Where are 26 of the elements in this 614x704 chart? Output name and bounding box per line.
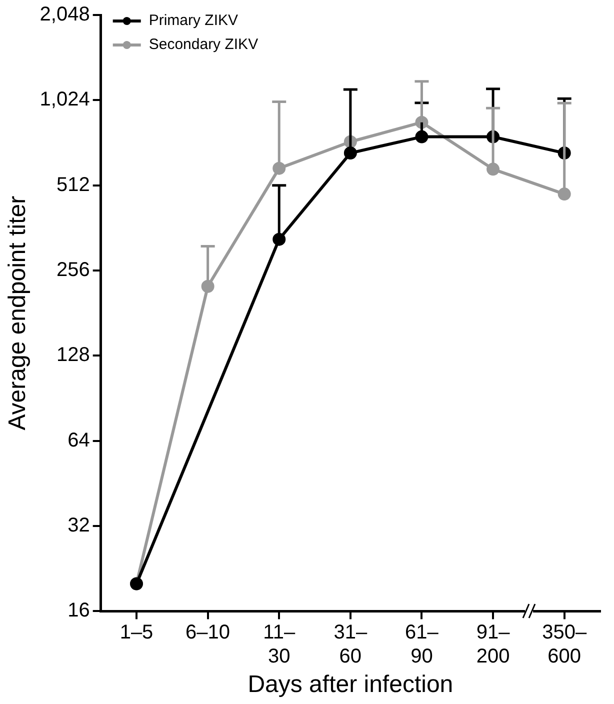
x-tick-label: 61– 90 [405,622,440,668]
point [486,162,500,176]
x-tick-label: 11– 30 [263,622,296,668]
x-tick-label: 350– 600 [542,622,588,668]
y-tick-label: 16 [68,600,90,622]
y-tick-label: 128 [56,344,90,366]
x-tick-label: 91– 200 [476,622,511,668]
x-axis-title: Days after infection [248,671,454,698]
y-tick-label: 512 [56,174,90,196]
point [415,130,428,144]
x-tick-label: 6–10 [186,622,230,644]
y-axis-title: Average endpoint titer [4,196,32,430]
point [344,146,357,160]
point [272,232,286,246]
point [272,162,286,175]
point [201,280,214,293]
y-tick-label: 2,048 [40,4,90,26]
legend-label: Secondary ZIKV [148,36,258,54]
x-tick-label: 1–5 [120,622,154,644]
y-tick-label: 256 [56,259,90,282]
y-tick-label: 1,024 [40,88,90,111]
y-tick-label: 64 [68,429,90,452]
point [558,188,571,201]
legend-label: Primary ZIKV [148,12,238,30]
y-tick-label: 32 [68,514,90,537]
x-tick-label: 31– 60 [334,622,368,668]
